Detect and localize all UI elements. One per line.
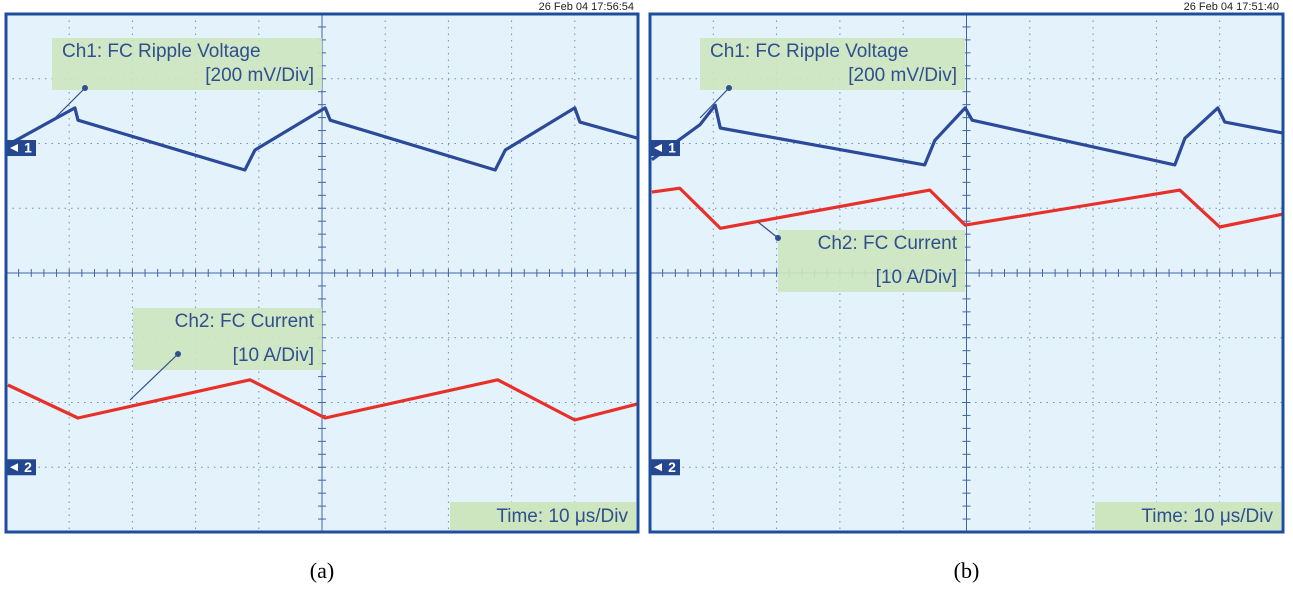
waveform — [7, 106, 639, 172]
screen-border — [4, 12, 640, 534]
annotation-text: [200 mV/Div] — [848, 65, 957, 86]
time-label: Time: 10 μs/Div — [496, 506, 628, 527]
waveform — [651, 186, 1284, 230]
pointer-dot — [726, 85, 732, 91]
pointer — [699, 87, 730, 119]
annotation-text: Ch1: FC Ripple Voltage — [62, 41, 261, 62]
annotation-box — [52, 38, 322, 90]
channel-marker-label: 2 — [668, 459, 676, 475]
annotation-box — [133, 308, 322, 370]
timestamp: 26 Feb 04 17:51:40 — [1184, 1, 1279, 13]
pointer — [757, 221, 779, 239]
annotation-text: [10 A/Div] — [876, 267, 957, 288]
pointer-dot — [175, 351, 181, 357]
pointer-dot — [82, 85, 88, 91]
channel-arrow — [654, 463, 662, 472]
channel-arrow — [10, 463, 18, 472]
annotation-box — [778, 230, 965, 292]
channel-arrow — [10, 144, 18, 153]
screen-border — [648, 12, 1285, 534]
annotation-text: Ch2: FC Current — [818, 233, 958, 254]
waveform — [650, 103, 1284, 167]
pointer-dot — [775, 235, 781, 241]
annotation-box — [700, 38, 965, 90]
time-box — [1095, 502, 1281, 530]
caption: (a) — [310, 558, 334, 583]
channel-arrow — [654, 144, 662, 153]
pointer — [129, 353, 179, 401]
time-label: Time: 10 μs/Div — [1141, 506, 1273, 527]
channel-marker — [6, 459, 36, 476]
channel-marker — [650, 459, 680, 476]
waveform — [7, 378, 639, 422]
annotation-text: Ch2: FC Current — [175, 311, 315, 332]
channel-marker — [650, 140, 680, 157]
annotation-text: [200 mV/Div] — [205, 65, 314, 86]
annotation-text: [10 A/Div] — [233, 345, 314, 366]
channel-marker-label: 1 — [24, 140, 32, 156]
time-box — [450, 502, 636, 530]
channel-marker — [6, 140, 36, 157]
pointer — [54, 87, 86, 119]
caption: (b) — [954, 558, 980, 583]
channel-marker-label: 1 — [668, 140, 676, 156]
timestamp: 26 Feb 04 17:56:54 — [539, 1, 634, 13]
channel-marker-label: 2 — [24, 459, 32, 475]
annotation-text: Ch1: FC Ripple Voltage — [710, 41, 909, 62]
